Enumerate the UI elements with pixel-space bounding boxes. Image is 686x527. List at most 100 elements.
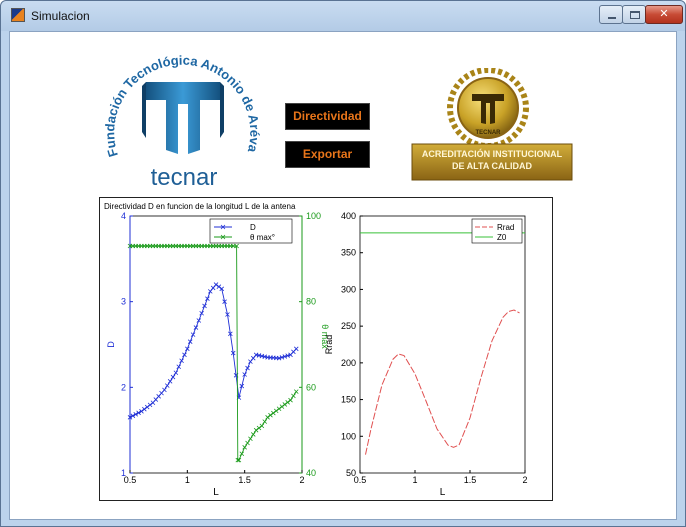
maximize-icon (630, 11, 640, 19)
chart-2-y-tick-label: 200 (341, 358, 356, 368)
accreditation-seal: TECNAR ACREDITACIÓN INSTITUCIONAL DE ALT… (411, 68, 573, 181)
chart-1-y2-tick-label: 100 (306, 211, 321, 221)
series-theta-marker (253, 427, 259, 433)
seal-disc (457, 77, 519, 139)
series-d-marker (199, 310, 204, 316)
series-d-marker (170, 374, 176, 380)
chart-1-legend-label: D (250, 223, 256, 232)
series-theta-marker (288, 397, 293, 403)
chart-1-plot-area (129, 215, 303, 474)
chart-2-legend-label: Rrad (497, 223, 514, 232)
series-d-marker (219, 286, 225, 292)
chart-1-legend-marker (220, 234, 226, 240)
series-d-marker (230, 350, 236, 356)
series-d-marker (213, 282, 219, 287)
chart-1-title: Directividad D en funcion de la longitud… (104, 202, 296, 211)
series-d-marker (142, 406, 147, 412)
close-button[interactable]: ✕ (645, 5, 683, 24)
chart-1-legend: Dθ max° (209, 218, 293, 244)
chart-2-x-tick-label: 2 (522, 475, 527, 485)
series-theta-marker (268, 412, 273, 418)
chart-1-x-tick-label: 1 (185, 475, 190, 485)
series-d-marker (205, 296, 210, 301)
chart-2-x-tick-label: 1 (412, 475, 417, 485)
plots-svg[interactable]: Directividad D en funcion de la longitud… (100, 198, 552, 500)
chart-1-x-tick-label: 2 (299, 475, 304, 485)
series-theta-marker (293, 389, 299, 394)
series-d-marker (193, 325, 199, 330)
chart-2-y-label: Rrad (324, 335, 334, 355)
series-d-marker (127, 415, 133, 420)
title-bar[interactable]: Simulacion ✕ (1, 1, 685, 31)
chart-1-y-tick-label: 2 (121, 382, 126, 392)
series-d-marker (133, 412, 139, 417)
chart-2-y-tick-label: 250 (341, 321, 356, 331)
window-title: Simulacion (31, 9, 90, 23)
series-d-marker (239, 383, 245, 389)
series-theta-marker (234, 243, 239, 249)
series-d-marker (285, 353, 290, 358)
series-d-marker (185, 346, 190, 352)
minimize-icon (608, 17, 616, 19)
series-theta-marker (262, 419, 268, 424)
series-d-marker (167, 379, 173, 384)
chart-2-legend-label: Z0 (497, 233, 507, 242)
series-theta-marker (245, 440, 250, 446)
banner-line-1: ACREDITACIÓN INSTITUCIONAL (422, 148, 563, 159)
series-theta-marker (285, 400, 290, 405)
chart-1-y2-tick-label: 60 (306, 382, 316, 392)
logo-pillars-icon (142, 82, 224, 154)
tecnar-logo: Fundación Tecnológica Antonio de Arévalo… (98, 42, 262, 191)
series-d-marker (242, 372, 247, 377)
chart-1-x-tick-label: 0.5 (124, 475, 137, 485)
series-d-marker (245, 365, 250, 371)
chart-1-y2-tick-label: 80 (306, 297, 316, 307)
chart-1-y2-label: θ max (320, 324, 330, 349)
series-d-marker (179, 358, 184, 364)
series-d-marker (196, 318, 202, 323)
series-theta-marker (282, 402, 288, 407)
series-theta-marker (230, 243, 236, 249)
series-d-marker (279, 355, 285, 360)
close-icon: ✕ (659, 7, 669, 20)
directividad-button[interactable]: Directividad (285, 103, 370, 130)
series-d-marker (162, 387, 167, 393)
chart-2-x-tick-label: 1.5 (464, 475, 477, 485)
series-d-marker (202, 303, 207, 309)
chart-2-y-tick-label: 300 (341, 284, 356, 294)
chart-1-y-label: D (106, 341, 116, 348)
exportar-button[interactable]: Exportar (285, 141, 370, 168)
matlab-app-icon (11, 8, 25, 22)
series-d-marker (164, 383, 170, 388)
series-theta-marker (239, 451, 245, 457)
minimize-button[interactable] (599, 5, 623, 24)
chart-2-y-tick-label: 400 (341, 211, 356, 221)
series-d-marker (216, 284, 222, 289)
chart-2-x-tick-label: 0.5 (354, 475, 367, 485)
chart-1-x-label: L (213, 487, 219, 498)
series-d-marker (222, 299, 227, 304)
series-theta-marker (248, 436, 253, 442)
series-theta-marker (256, 425, 262, 431)
series-d-marker (176, 364, 182, 370)
series-d-marker (276, 355, 282, 361)
chart-1-legend-label: θ max° (250, 233, 275, 242)
series-d-marker (187, 339, 193, 344)
seal-pillars-icon (472, 94, 504, 124)
series-d-marker (147, 402, 153, 408)
chart-1-legend-marker (220, 224, 226, 230)
radiation-resistance-chart[interactable]: 0.5 1 1.5 250100150200250300350400LRradRrad… (324, 211, 528, 498)
series-theta-marker (236, 457, 242, 463)
series-theta-marker (291, 393, 296, 399)
maximize-button[interactable] (622, 5, 646, 24)
chart-2-legend-box (471, 218, 523, 244)
chart-1-y-tick-label: 3 (121, 297, 126, 307)
series-d-marker (228, 331, 233, 337)
banner-line-2: DE ALTA CALIDAD (452, 161, 532, 171)
chart-2-y-tick-label: 350 (341, 248, 356, 258)
logo-name: tecnar (151, 164, 218, 191)
series-d-marker (136, 410, 141, 416)
